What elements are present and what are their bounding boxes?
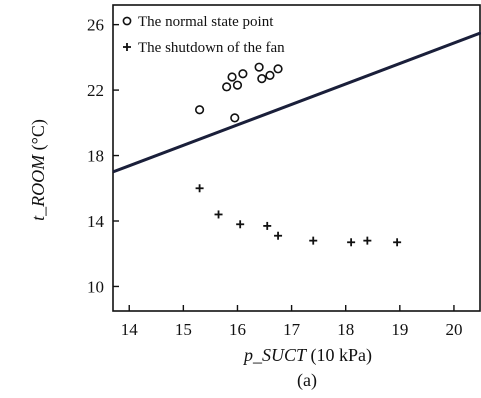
fan-shutdown-point xyxy=(195,184,204,193)
x-tick-label: 14 xyxy=(121,320,139,339)
legend-label-normal-state: The normal state point xyxy=(138,14,274,30)
boundary-line xyxy=(112,31,481,174)
plot-area xyxy=(112,4,481,312)
y-tick-label: 22 xyxy=(87,81,104,100)
x-axis-ticks: 14 15 16 17 18 19 20 xyxy=(121,305,462,339)
y-tick-label: 26 xyxy=(87,16,104,35)
fan-shutdown-point xyxy=(214,210,223,219)
normal-state-point xyxy=(227,72,237,82)
normal-state-point xyxy=(273,64,283,74)
data-marks xyxy=(194,62,402,247)
x-tick-label: 19 xyxy=(391,320,408,339)
fan-shutdown-point xyxy=(363,236,372,245)
boundary-line-group xyxy=(112,31,481,174)
normal-state-point xyxy=(257,74,267,84)
y-axis-label-var: t_ROOM xyxy=(28,154,48,221)
fan-shutdown-point xyxy=(236,220,245,229)
figure-caption: (a) xyxy=(297,370,317,391)
plot-frame xyxy=(112,4,481,312)
x-tick-label: 16 xyxy=(229,320,246,339)
fan-shutdown-point xyxy=(309,236,318,245)
x-axis-label-unit: (10 kPa) xyxy=(306,345,372,366)
fan-shutdown-point xyxy=(274,231,283,240)
x-tick-label: 20 xyxy=(445,320,462,339)
y-tick-label: 18 xyxy=(87,147,104,166)
normal-state-point xyxy=(238,69,248,79)
fan-shutdown-point xyxy=(347,238,356,247)
y-axis-ticks: 10 14 18 22 26 xyxy=(87,16,119,296)
normal-state-point xyxy=(254,62,264,72)
normal-state-point xyxy=(194,105,205,115)
y-axis-label-unit: (°C) xyxy=(28,119,49,155)
x-tick-label: 18 xyxy=(337,320,354,339)
legend-circle-marker xyxy=(122,16,132,26)
y-tick-label: 10 xyxy=(87,277,104,296)
x-tick-label: 15 xyxy=(175,320,192,339)
normal-state-point xyxy=(222,82,232,92)
legend-plus-marker xyxy=(123,43,131,51)
legend: The normal state point The shutdown of t… xyxy=(122,14,285,56)
normal-state-point xyxy=(265,70,275,80)
y-tick-label: 14 xyxy=(87,212,105,231)
legend-label-fan-shutdown: The shutdown of the fan xyxy=(138,40,285,56)
normal-state-point xyxy=(230,113,240,123)
x-axis-label: p_SUCT (10 kPa) xyxy=(242,345,372,366)
normal-state-point xyxy=(232,80,243,90)
fan-shutdown-point xyxy=(393,238,402,247)
fan-shutdown-point xyxy=(263,221,272,230)
x-axis-label-var: p_SUCT xyxy=(242,345,308,365)
y-axis-label: t_ROOM (°C) xyxy=(28,119,49,221)
x-tick-label: 17 xyxy=(283,320,301,339)
